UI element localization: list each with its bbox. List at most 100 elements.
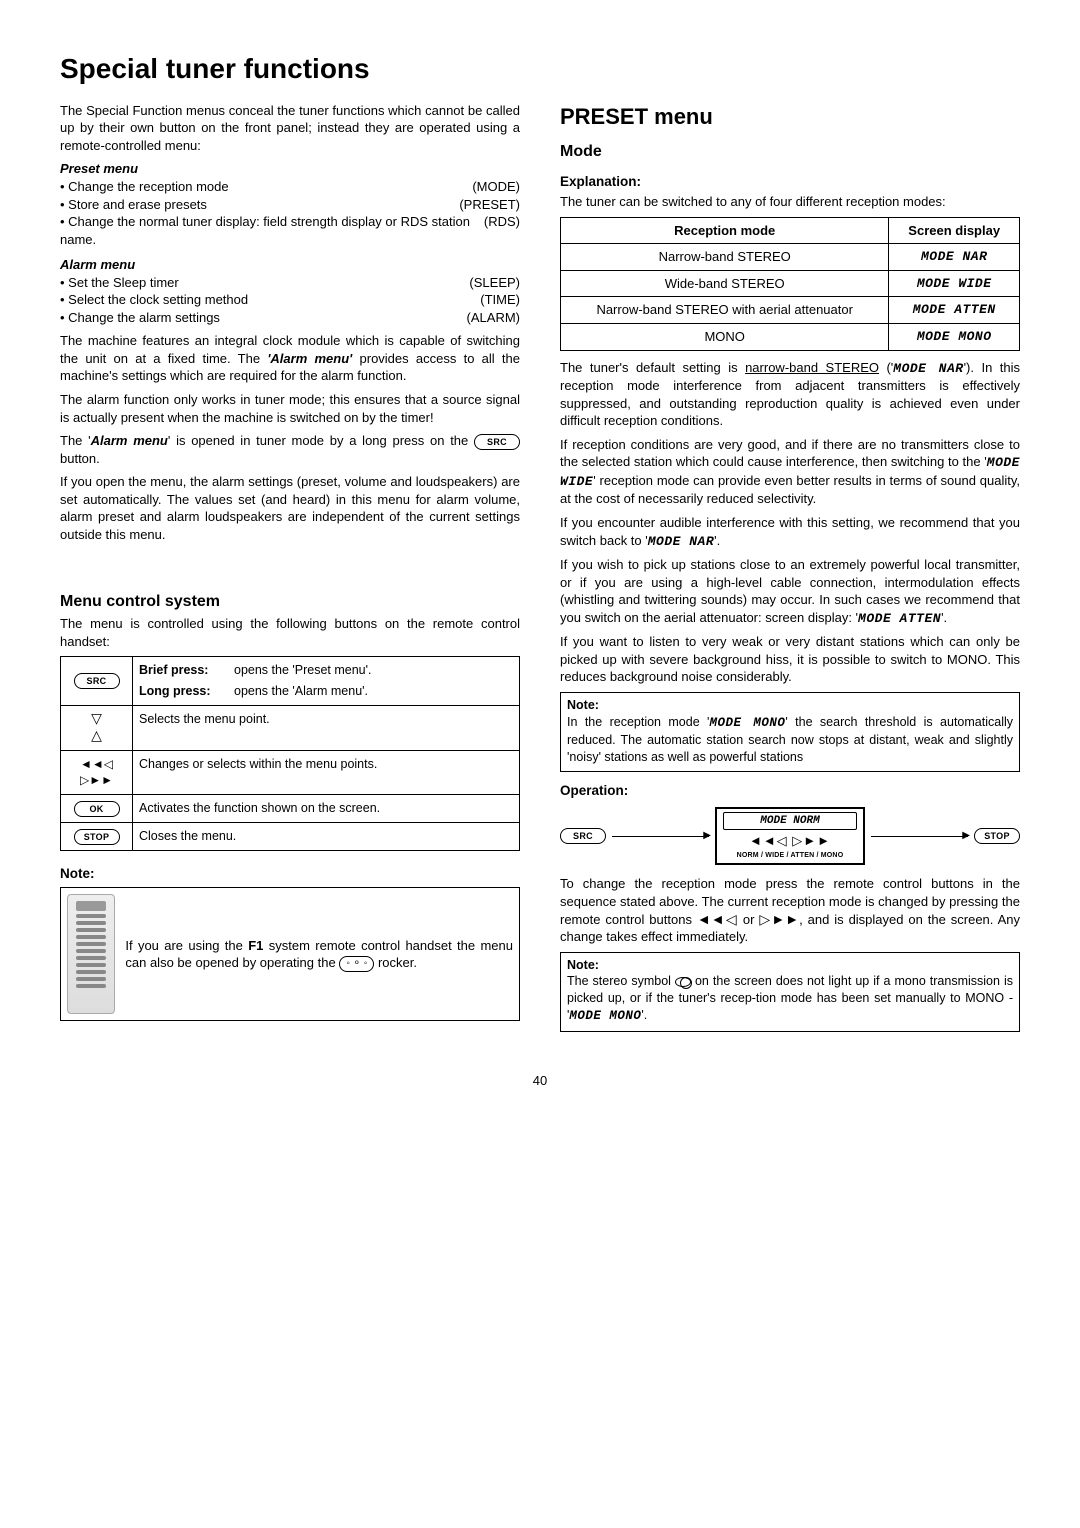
note-box: Note: In the reception mode 'MODE MONO' … (560, 692, 1020, 773)
arrow-connector-icon (871, 836, 968, 837)
body-paragraph: The machine features an integral clock m… (60, 332, 520, 385)
lcd-line: NORM / WIDE / ATTEN / MONO (717, 851, 863, 860)
table-header-row: Reception mode Screen display (561, 217, 1020, 244)
item-value: (RDS) (478, 213, 520, 248)
arrow-connector-icon (612, 836, 709, 837)
item-value: (ALARM) (461, 309, 520, 327)
ok-button-icon: OK (74, 801, 120, 817)
table-row: Narrow-band STEREOMODE NAR (561, 244, 1020, 271)
left-column: The Special Function menus conceal the t… (60, 102, 520, 1042)
stop-button-icon: STOP (74, 829, 120, 845)
control-table: SRC Brief press:opens the 'Preset menu'.… (60, 656, 520, 851)
item-label: Change the normal tuner display: field s… (60, 213, 478, 248)
control-desc-cell: Brief press:opens the 'Preset menu'. Lon… (133, 657, 520, 706)
body-paragraph: The 'Alarm menu' is opened in tuner mode… (60, 432, 520, 467)
mode-heading: Mode (560, 141, 1020, 163)
note-box: Note: The stereo symbol on the screen do… (560, 952, 1020, 1033)
control-desc-cell: Changes or selects within the menu point… (133, 750, 520, 795)
left-arrow-icon: ◄◄◁ (697, 911, 738, 927)
control-icon-cell: STOP (61, 823, 133, 851)
menu-control-heading: Menu control system (60, 591, 520, 613)
remote-note-text: If you are using the F1 system remote co… (125, 937, 513, 972)
up-down-select-icon: ▽ △ (91, 710, 102, 743)
stop-button-icon: STOP (974, 828, 1020, 844)
explanation-intro: The tuner can be switched to any of four… (560, 193, 1020, 211)
page-number: 40 (60, 1072, 1020, 1090)
list-item: Change the normal tuner display: field s… (60, 213, 520, 248)
table-row: MONOMODE MONO (561, 324, 1020, 351)
stereo-symbol-icon (675, 977, 691, 987)
preset-menu-list: Change the reception mode(MODE) Store an… (60, 178, 520, 248)
table-cell: MODE MONO (889, 324, 1020, 351)
preset-menu-heading: PRESET menu (560, 102, 1020, 132)
body-paragraph: If you open the menu, the alarm settings… (60, 473, 520, 543)
alarm-menu-list: Set the Sleep timer(SLEEP) Select the cl… (60, 274, 520, 327)
column-header: Reception mode (561, 217, 889, 244)
reception-mode-table: Reception mode Screen display Narrow-ban… (560, 217, 1020, 351)
note-title: Note: (567, 958, 599, 972)
body-paragraph: If reception conditions are very good, a… (560, 436, 1020, 508)
table-cell: Narrow-band STEREO (561, 244, 889, 271)
src-button-icon: SRC (560, 828, 606, 844)
body-paragraph: To change the reception mode press the r… (560, 875, 1020, 945)
right-column: PRESET menu Mode Explanation: The tuner … (560, 102, 1020, 1042)
body-paragraph: If you wish to pick up stations close to… (560, 556, 1020, 627)
list-item: Store and erase presets(PRESET) (60, 196, 520, 214)
alarm-menu-heading: Alarm menu (60, 256, 520, 274)
item-label: Change the alarm settings (60, 309, 461, 327)
table-cell: MODE WIDE (889, 270, 1020, 297)
preset-menu-heading: Preset menu (60, 160, 520, 178)
control-desc-cell: Activates the function shown on the scre… (133, 795, 520, 823)
control-icon-cell: ◄◄◁ ▷►► (61, 750, 133, 795)
note-title: Note: (567, 698, 599, 712)
table-row: SRC Brief press:opens the 'Preset menu'.… (61, 657, 520, 706)
item-label: Set the Sleep timer (60, 274, 463, 292)
control-icon-cell: ▽ △ (61, 705, 133, 750)
table-cell: MONO (561, 324, 889, 351)
src-button-icon: SRC (74, 673, 120, 689)
table-row: Narrow-band STEREO with aerial attenuato… (561, 297, 1020, 324)
src-button-icon: SRC (474, 434, 520, 450)
body-paragraph: If you want to listen to very weak or ve… (560, 633, 1020, 686)
control-desc-cell: Closes the menu. (133, 823, 520, 851)
list-item: Change the reception mode(MODE) (60, 178, 520, 196)
control-icon-cell: OK (61, 795, 133, 823)
item-label: Store and erase presets (60, 196, 453, 214)
lcd-line: ◄◄◁ ▷►► (717, 832, 863, 850)
body-paragraph: If you encounter audible interference wi… (560, 514, 1020, 550)
operation-heading: Operation: (560, 782, 1020, 800)
list-item: Change the alarm settings(ALARM) (60, 309, 520, 327)
table-cell: Wide-band STEREO (561, 270, 889, 297)
menu-control-intro: The menu is controlled using the followi… (60, 615, 520, 650)
item-value: (TIME) (474, 291, 520, 309)
note-heading: Note: (60, 865, 520, 883)
table-row: OK Activates the function shown on the s… (61, 795, 520, 823)
intro-paragraph: The Special Function menus conceal the t… (60, 102, 520, 155)
page-title: Special tuner functions (60, 50, 1020, 88)
control-desc-cell: Selects the menu point. (133, 705, 520, 750)
item-label: Select the clock setting method (60, 291, 474, 309)
lcd-display-icon: MODE NORM ◄◄◁ ▷►► NORM / WIDE / ATTEN / … (715, 807, 865, 866)
item-label: Change the reception mode (60, 178, 466, 196)
left-right-select-icon: ◄◄◁ ▷►► (80, 757, 113, 788)
item-value: (MODE) (466, 178, 520, 196)
table-row: ◄◄◁ ▷►► Changes or selects within the me… (61, 750, 520, 795)
table-row: ▽ △ Selects the menu point. (61, 705, 520, 750)
table-cell: Narrow-band STEREO with aerial attenuato… (561, 297, 889, 324)
list-item: Select the clock setting method(TIME) (60, 291, 520, 309)
explanation-heading: Explanation: (560, 173, 1020, 191)
table-cell: MODE NAR (889, 244, 1020, 271)
body-paragraph: The tuner's default setting is narrow-ba… (560, 359, 1020, 430)
remote-note-box: If you are using the F1 system remote co… (60, 887, 520, 1021)
lcd-line: MODE NORM (723, 812, 857, 831)
remote-control-icon (67, 894, 115, 1014)
control-icon-cell: SRC (61, 657, 133, 706)
table-cell: MODE ATTEN (889, 297, 1020, 324)
right-arrow-icon: ▷►► (759, 911, 799, 927)
operation-diagram: SRC MODE NORM ◄◄◁ ▷►► NORM / WIDE / ATTE… (560, 807, 1020, 866)
table-row: Wide-band STEREOMODE WIDE (561, 270, 1020, 297)
column-header: Screen display (889, 217, 1020, 244)
table-row: STOP Closes the menu. (61, 823, 520, 851)
two-column-layout: The Special Function menus conceal the t… (60, 102, 1020, 1042)
list-item: Set the Sleep timer(SLEEP) (60, 274, 520, 292)
